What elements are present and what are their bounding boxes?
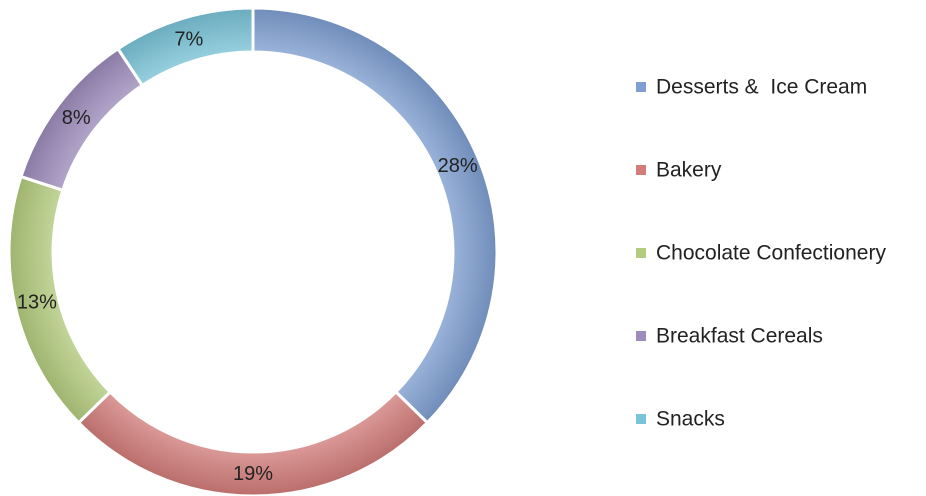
data-label-bakery: 19% (233, 463, 273, 485)
legend-swatch-breakfast-cereals (636, 331, 646, 341)
data-label-desserts-ice-cream: 28% (438, 155, 478, 177)
legend-swatch-chocolate-confectionery (636, 248, 646, 258)
data-label-snacks: 7% (174, 28, 203, 50)
slice-labels: 28% 19% 13% 8% 7% (17, 28, 478, 485)
legend-label-desserts-ice-cream: Desserts & Ice Cream (656, 76, 867, 99)
legend-swatch-bakery (636, 165, 646, 175)
legend-label-bakery: Bakery (656, 159, 722, 182)
legend-label-chocolate-confectionery: Chocolate Confectionery (656, 242, 886, 265)
legend-swatch-snacks (636, 414, 646, 424)
donut-slices (7, 6, 499, 496)
legend-swatch-desserts-ice-cream (636, 82, 646, 92)
data-label-chocolate-confectionery: 13% (17, 292, 57, 314)
legend-label-snacks: Snacks (656, 408, 725, 431)
legend: Desserts & Ice Cream Bakery Chocolate Conf… (636, 76, 886, 431)
slice-desserts-ice-cream (251, 6, 499, 425)
data-label-breakfast-cereals: 8% (62, 107, 91, 129)
slice-snacks (115, 6, 255, 88)
legend-label-breakfast-cereals: Breakfast Cereals (656, 325, 823, 348)
